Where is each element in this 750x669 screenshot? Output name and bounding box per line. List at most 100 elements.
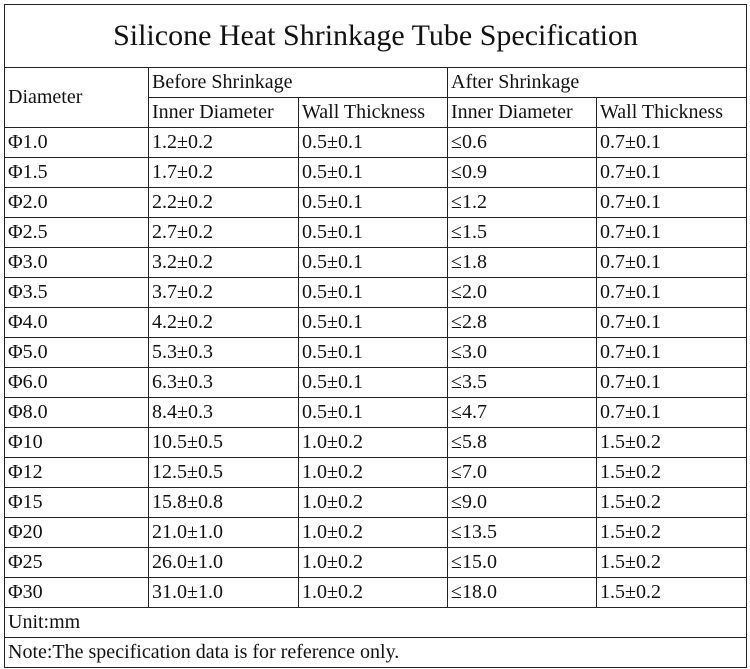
data-cell: 21.0±1.0 bbox=[148, 517, 299, 548]
data-row: Φ12 12.5±0.5 1.0±0.2 ≤7.0 1.5±0.2 bbox=[4, 457, 748, 488]
data-cell: 0.5±0.1 bbox=[298, 127, 448, 158]
data-row: Φ8.0 8.4±0.3 0.5±0.1 ≤4.7 0.7±0.1 bbox=[4, 397, 748, 428]
data-cell: 0.7±0.1 bbox=[595, 157, 748, 188]
data-cell: ≤15.0 bbox=[447, 547, 597, 578]
data-row: Φ1.0 1.2±0.2 0.5±0.1 ≤0.6 0.7±0.1 bbox=[4, 127, 748, 158]
data-cell: 12.5±0.5 bbox=[148, 457, 299, 488]
data-cell: Φ3.0 bbox=[4, 247, 149, 278]
data-row: Φ10 10.5±0.5 1.0±0.2 ≤5.8 1.5±0.2 bbox=[4, 427, 748, 458]
footer-unit: Unit:mm bbox=[3, 607, 748, 638]
data-row: Φ30 31.0±1.0 1.0±0.2 ≤18.0 1.5±0.2 bbox=[4, 577, 748, 608]
data-cell: 0.5±0.1 bbox=[298, 157, 448, 188]
data-cell: 1.2±0.2 bbox=[148, 127, 299, 158]
data-cell: Φ2.0 bbox=[4, 187, 149, 218]
data-cell: 0.5±0.1 bbox=[298, 217, 448, 248]
header-row: Diameter Before Shrinkage After Shrinkag… bbox=[4, 67, 748, 128]
table-title: Silicone Heat Shrinkage Tube Specificati… bbox=[3, 4, 748, 68]
data-cell: 5.3±0.3 bbox=[148, 337, 299, 368]
data-cell: 0.7±0.1 bbox=[595, 217, 748, 248]
data-cell: 6.3±0.3 bbox=[148, 367, 299, 398]
data-cell: ≤4.7 bbox=[447, 397, 597, 428]
data-cell: Φ1.0 bbox=[4, 127, 149, 158]
data-cell: Φ12 bbox=[4, 457, 149, 488]
data-cell: 1.7±0.2 bbox=[148, 157, 299, 188]
data-cell: ≤13.5 bbox=[447, 517, 597, 548]
data-cell: 0.7±0.1 bbox=[595, 127, 748, 158]
data-cell: 1.0±0.2 bbox=[298, 577, 448, 608]
data-cell: Φ15 bbox=[4, 487, 149, 518]
data-cell: Φ5.0 bbox=[4, 337, 149, 368]
data-cell: 8.4±0.3 bbox=[148, 397, 299, 428]
data-cell: Φ30 bbox=[4, 577, 149, 608]
data-row: Φ15 15.8±0.8 1.0±0.2 ≤9.0 1.5±0.2 bbox=[4, 487, 748, 518]
data-cell: 31.0±1.0 bbox=[148, 577, 299, 608]
data-cell: 1.5±0.2 bbox=[595, 487, 748, 518]
data-cell: 0.5±0.1 bbox=[298, 337, 448, 368]
data-cell: 15.8±0.8 bbox=[148, 487, 299, 518]
data-row: Φ3.5 3.7±0.2 0.5±0.1 ≤2.0 0.7±0.1 bbox=[4, 277, 748, 308]
data-cell: 1.0±0.2 bbox=[298, 457, 448, 488]
data-cell: ≤2.8 bbox=[447, 307, 597, 338]
data-cell: 1.5±0.2 bbox=[595, 427, 748, 458]
data-cell: 2.2±0.2 bbox=[148, 187, 299, 218]
data-cell: 2.7±0.2 bbox=[148, 217, 299, 248]
data-cell: ≤1.5 bbox=[447, 217, 597, 248]
data-cell: 1.0±0.2 bbox=[298, 427, 448, 458]
data-row: Φ4.0 4.2±0.2 0.5±0.1 ≤2.8 0.7±0.1 bbox=[4, 307, 748, 338]
footer-note: Note:The specification data is for refer… bbox=[3, 637, 748, 668]
data-cell: Φ8.0 bbox=[4, 397, 149, 428]
data-cell: 0.7±0.1 bbox=[595, 277, 748, 308]
footer-row: Unit:mm bbox=[3, 607, 748, 638]
header-cell: After Shrinkage bbox=[446, 67, 748, 98]
data-cell: 10.5±0.5 bbox=[148, 427, 299, 458]
data-cell: 1.5±0.2 bbox=[595, 577, 748, 608]
data-cell: Φ4.0 bbox=[4, 307, 149, 338]
spec-table: Silicone Heat Shrinkage Tube Specificati… bbox=[3, 4, 748, 668]
data-cell: 0.7±0.1 bbox=[595, 307, 748, 338]
data-cell: 0.5±0.1 bbox=[298, 307, 448, 338]
header-cell: Diameter bbox=[4, 67, 149, 128]
data-cell: ≤18.0 bbox=[447, 577, 597, 608]
data-cell: 0.7±0.1 bbox=[595, 187, 748, 218]
data-cell: ≤1.8 bbox=[447, 247, 597, 278]
data-row: Φ25 26.0±1.0 1.0±0.2 ≤15.0 1.5±0.2 bbox=[4, 547, 748, 578]
data-cell: Φ1.5 bbox=[4, 157, 149, 188]
data-cell: 0.7±0.1 bbox=[595, 367, 748, 398]
data-cell: Φ2.5 bbox=[4, 217, 149, 248]
data-row: Φ2.5 2.7±0.2 0.5±0.1 ≤1.5 0.7±0.1 bbox=[4, 217, 748, 248]
data-cell: 0.5±0.1 bbox=[298, 397, 448, 428]
data-cell: 0.5±0.1 bbox=[298, 367, 448, 398]
data-cell: 1.0±0.2 bbox=[298, 487, 448, 518]
data-cell: Φ10 bbox=[4, 427, 149, 458]
title-row: Silicone Heat Shrinkage Tube Specificati… bbox=[3, 4, 748, 68]
table-body: Silicone Heat Shrinkage Tube Specificati… bbox=[3, 4, 748, 668]
data-cell: Φ3.5 bbox=[4, 277, 149, 308]
data-cell: 1.0±0.2 bbox=[298, 547, 448, 578]
data-cell: 4.2±0.2 bbox=[148, 307, 299, 338]
data-row: Φ5.0 5.3±0.3 0.5±0.1 ≤3.0 0.7±0.1 bbox=[4, 337, 748, 368]
data-cell: 0.7±0.1 bbox=[595, 337, 748, 368]
data-cell: 0.5±0.1 bbox=[298, 187, 448, 218]
header-cell: Wall Thickness bbox=[595, 97, 748, 128]
data-cell: 1.5±0.2 bbox=[595, 457, 748, 488]
header-row: Inner Diameter Wall Thickness Inner Diam… bbox=[5, 97, 748, 128]
data-cell: ≤0.9 bbox=[447, 157, 597, 188]
data-cell: ≤0.6 bbox=[447, 127, 597, 158]
data-cell: 0.5±0.1 bbox=[298, 247, 448, 278]
header-cell: Inner Diameter bbox=[447, 97, 597, 128]
data-cell: 1.5±0.2 bbox=[595, 517, 748, 548]
data-cell: 3.7±0.2 bbox=[148, 277, 299, 308]
data-cell: Φ6.0 bbox=[4, 367, 149, 398]
data-row: Φ6.0 6.3±0.3 0.5±0.1 ≤3.5 0.7±0.1 bbox=[4, 367, 748, 398]
data-cell: ≤3.0 bbox=[447, 337, 597, 368]
data-cell: 1.0±0.2 bbox=[298, 517, 448, 548]
data-cell: 1.5±0.2 bbox=[595, 547, 748, 578]
data-cell: ≤2.0 bbox=[447, 277, 597, 308]
data-cell: ≤5.8 bbox=[447, 427, 597, 458]
header-cell: Inner Diameter bbox=[148, 97, 299, 128]
data-cell: Φ25 bbox=[4, 547, 149, 578]
data-row: Φ3.0 3.2±0.2 0.5±0.1 ≤1.8 0.7±0.1 bbox=[4, 247, 748, 278]
data-cell: ≤1.2 bbox=[447, 187, 597, 218]
header-cell: Before Shrinkage bbox=[148, 67, 448, 98]
